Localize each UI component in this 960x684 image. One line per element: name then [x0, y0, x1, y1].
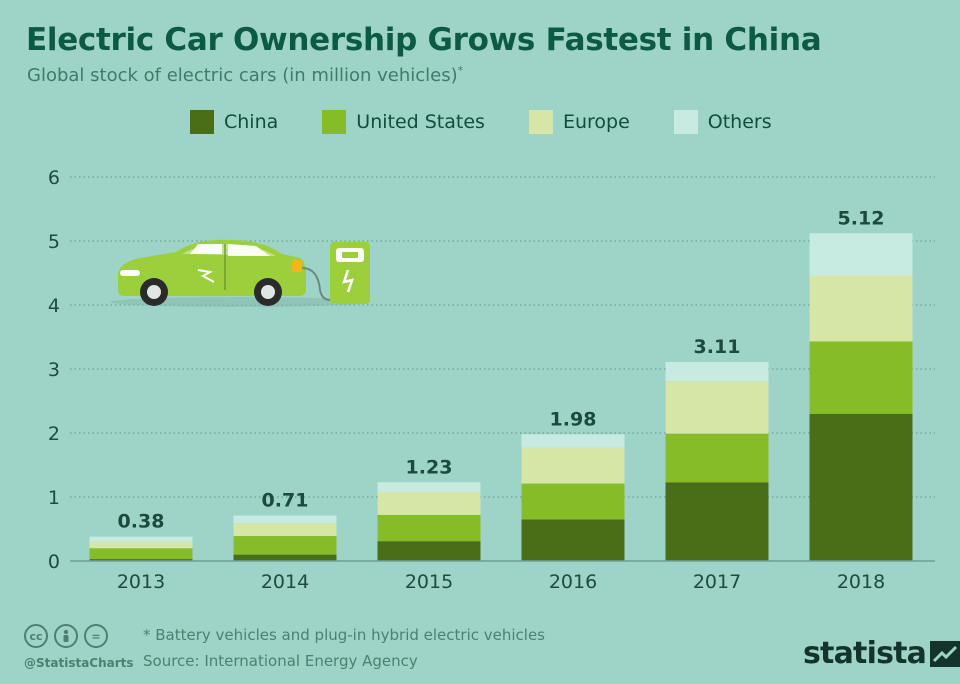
y-tick-label: 6	[48, 167, 60, 189]
total-label-2016: 1.98	[550, 408, 597, 430]
y-tick-label: 3	[48, 359, 60, 381]
x-axis-labels: 2013 2014 2015 2016 2017 2018	[117, 571, 885, 593]
bar-segment-others-2018	[809, 233, 913, 276]
footnote: * Battery vehicles and plug-in hybrid el…	[143, 626, 545, 644]
bar-segment-europe-2018	[809, 275, 913, 342]
subtitle-text: Global stock of electric cars (in millio…	[27, 65, 458, 86]
total-labels: 0.38 0.71 1.23 1.98 3.11 5.12	[118, 207, 885, 532]
cc-icon: cc	[24, 624, 48, 648]
x-tick-label: 2018	[837, 571, 885, 593]
total-label-2018: 5.12	[838, 207, 885, 229]
bar-segment-united-states-2014	[233, 536, 337, 555]
twitter-handle: @StatistaCharts	[24, 656, 134, 670]
bar-segment-europe-2013	[89, 541, 193, 549]
legend-swatch-europe	[528, 110, 553, 134]
bar-segment-china-2018	[809, 413, 913, 561]
y-tick-label: 5	[48, 231, 60, 253]
total-label-2017: 3.11	[694, 336, 741, 358]
bar-segment-china-2013	[89, 559, 193, 561]
x-tick-label: 2013	[117, 571, 165, 593]
grid	[70, 176, 935, 498]
bar-segment-united-states-2017	[665, 433, 769, 483]
y-tick-label: 4	[48, 295, 60, 317]
bar-segment-china-2014	[233, 554, 337, 561]
bar-segment-others-2016	[521, 434, 625, 448]
legend-label-china: China	[224, 111, 279, 133]
bar-segment-europe-2015	[377, 491, 481, 515]
legend-item-others: Others	[673, 110, 772, 134]
cc-license-icons: cc =	[24, 624, 108, 648]
legend-label-europe: Europe	[562, 111, 630, 133]
legend: China United States Europe Others	[190, 110, 816, 134]
x-tick-label: 2016	[549, 571, 597, 593]
no-derivatives-icon: =	[84, 624, 108, 648]
legend-swatch-china	[190, 110, 214, 134]
bar-segment-europe-2016	[521, 447, 625, 484]
bar-segment-others-2017	[665, 361, 769, 382]
bar-segment-others-2013	[89, 536, 193, 542]
legend-swatch-others	[673, 110, 698, 134]
bar-segment-china-2016	[521, 519, 625, 561]
attribution-icon	[54, 624, 78, 648]
legend-item-china: China	[190, 110, 278, 134]
chart-subtitle: Global stock of electric cars (in millio…	[27, 64, 463, 86]
bar-segment-others-2014	[233, 515, 337, 524]
total-label-2013: 0.38	[118, 511, 165, 533]
legend-label-others: Others	[707, 111, 772, 133]
bar-segment-united-states-2013	[89, 548, 193, 560]
bar-segment-united-states-2016	[521, 483, 625, 520]
bar-segment-europe-2017	[665, 381, 769, 434]
statista-logo: statista	[803, 636, 960, 671]
y-tick-label: 1	[48, 487, 60, 509]
x-tick-label: 2015	[405, 571, 453, 593]
y-axis-ticks: 0 1 2 3 4 5 6	[48, 167, 60, 573]
x-tick-label: 2017	[693, 571, 741, 593]
source-note: Source: International Energy Agency	[143, 652, 418, 670]
total-label-2015: 1.23	[406, 456, 453, 478]
legend-swatch-united-states	[322, 110, 347, 134]
chart-title: Electric Car Ownership Grows Fastest in …	[26, 22, 822, 58]
legend-item-europe: Europe	[528, 110, 630, 134]
bar-segment-china-2015	[377, 541, 481, 561]
legend-item-united-states: United States	[322, 110, 485, 134]
y-tick-label: 2	[48, 423, 60, 445]
legend-label-united-states: United States	[356, 111, 485, 133]
x-tick-label: 2014	[261, 571, 309, 593]
electric-car-charging-illustration	[110, 239, 370, 307]
bars	[89, 233, 913, 561]
bar-segment-united-states-2018	[809, 341, 913, 414]
bar-segment-others-2015	[377, 482, 481, 492]
bar-segment-united-states-2015	[377, 514, 481, 542]
bar-segment-europe-2014	[233, 523, 337, 537]
subtitle-footnote-mark: *	[457, 64, 464, 77]
bar-segment-china-2017	[665, 482, 769, 561]
brand-wordmark: statista	[803, 636, 927, 671]
total-label-2014: 0.71	[262, 490, 309, 512]
y-tick-label: 0	[48, 551, 60, 573]
statista-logo-icon	[930, 640, 960, 667]
